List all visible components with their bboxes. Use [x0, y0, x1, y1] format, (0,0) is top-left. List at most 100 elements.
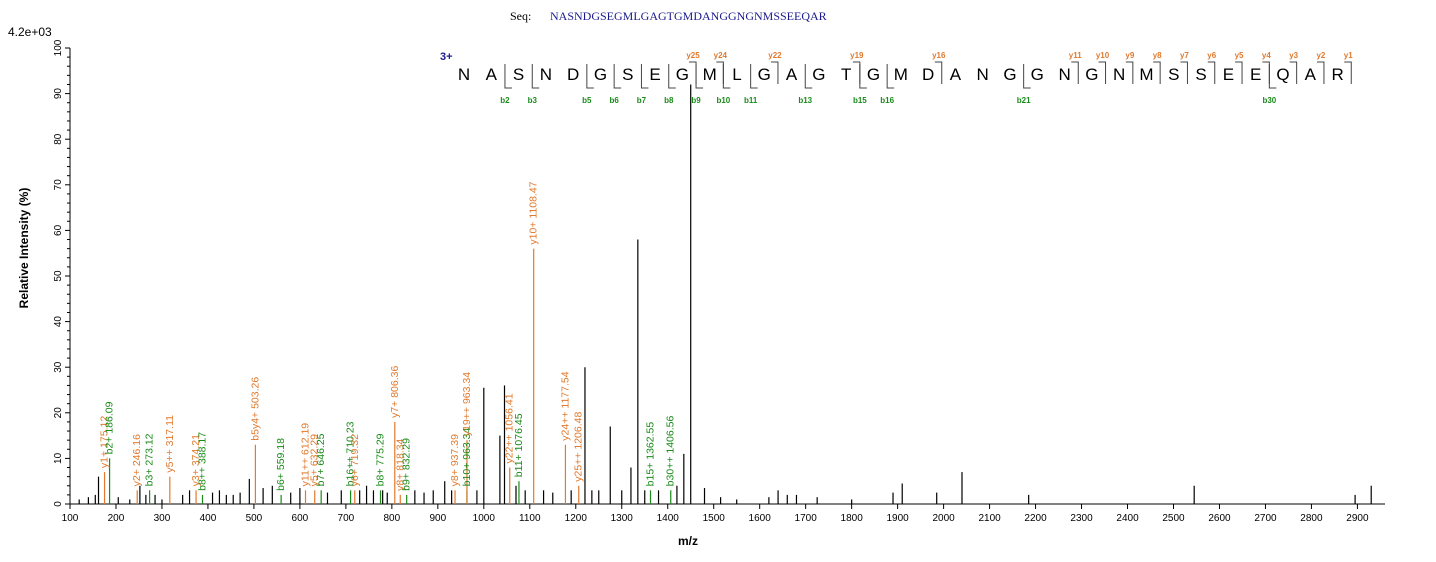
- y-tick-label: 50: [53, 270, 64, 282]
- y-ion-bracket: [1098, 61, 1107, 84]
- peak-label: b8+ 775.29: [374, 433, 386, 486]
- peak-label: b16++ 710.23: [345, 421, 357, 486]
- y-tick-label: 60: [53, 224, 64, 236]
- axes: 100 200 300 400 500 600 700 800 900 1000 1100 1200 1…: [53, 39, 1385, 524]
- b-ion-label: b7: [637, 96, 647, 105]
- peak-label: y7+ 806.36: [389, 366, 401, 418]
- residue: N: [977, 65, 989, 84]
- peak-label: b2+ 186.09: [104, 401, 116, 454]
- x-tick-label: 1500: [703, 513, 726, 524]
- residue: N: [458, 65, 470, 84]
- peak-label: y8+ 818.34: [394, 438, 406, 490]
- b-ion-bracket: [531, 64, 540, 89]
- y-ion-bracket: [689, 61, 697, 84]
- peak-label: y25++ 1206.48: [573, 412, 585, 482]
- y-ion-label: y2: [1316, 51, 1325, 60]
- y-ion-bracket: [934, 61, 943, 84]
- y-tick-label: 70: [53, 179, 64, 191]
- x-tick-label: 2300: [1070, 513, 1093, 524]
- residue: A: [786, 65, 798, 84]
- residue: T: [841, 65, 851, 84]
- b-ion-label: b10: [716, 96, 730, 105]
- y-ion-bracket: [770, 61, 779, 84]
- residue: D: [922, 65, 934, 84]
- b-ion-bracket: [695, 64, 704, 89]
- y-ion-label: y16: [932, 51, 946, 60]
- residue: S: [1195, 65, 1206, 84]
- y-tick-label: 30: [53, 361, 64, 373]
- b-ion-bracket: [804, 64, 813, 89]
- y-tick-label: 20: [53, 407, 64, 419]
- x-tick-label: 400: [200, 513, 217, 524]
- y-ion-label: y19: [850, 51, 864, 60]
- x-tick-label: 1400: [657, 513, 680, 524]
- b-ion-label: b5: [582, 96, 592, 105]
- y-axis-title: Relative Intensity (%): [17, 188, 31, 309]
- residue: M: [1139, 65, 1153, 84]
- y-ion-label: y3: [1289, 51, 1298, 60]
- b-ion-label: b2: [500, 96, 510, 105]
- residue: S: [622, 65, 633, 84]
- residue: G: [1085, 65, 1098, 84]
- sequence-value: NASNDGSEGMLGAGTGMDANGGNGNMSSEEQAR: [550, 9, 827, 23]
- b-ion-bracket: [722, 64, 731, 89]
- x-tick-label: 1300: [611, 513, 634, 524]
- y-ion-label: y8: [1153, 51, 1162, 60]
- x-tick-label: 2400: [1116, 513, 1139, 524]
- x-tick-label: 2000: [932, 513, 955, 524]
- y-ion-bracket: [852, 61, 861, 84]
- y-ion-bracket: [1316, 61, 1325, 84]
- residue: N: [1058, 65, 1070, 84]
- b-ion-label: b8: [664, 96, 674, 105]
- y-ion-label: y10: [1096, 51, 1110, 60]
- peak-label: y22++ 1056.41: [504, 393, 516, 463]
- x-tick-label: 2900: [1346, 513, 1369, 524]
- x-tick-label: 1800: [841, 513, 864, 524]
- y-tick-label: 80: [53, 133, 64, 145]
- peak-label: b7+ 646.25: [315, 433, 327, 486]
- x-tick-label: 200: [108, 513, 125, 524]
- b-ion-bracket: [859, 64, 867, 89]
- y-tick-label: 10: [53, 452, 64, 464]
- y-ion-bracket: [1207, 61, 1216, 84]
- y-ion-label: y25: [686, 51, 700, 60]
- x-tick-label: 1700: [795, 513, 818, 524]
- b-ion-bracket: [668, 64, 676, 89]
- residue: E: [649, 65, 660, 84]
- peak-label: y8+ 937.39: [449, 434, 461, 486]
- residue: M: [703, 65, 717, 84]
- b-ion-bracket: [586, 64, 594, 89]
- x-tick-label: 100: [62, 513, 79, 524]
- residue: G: [676, 65, 689, 84]
- residue: E: [1250, 65, 1261, 84]
- peak-label: b15+ 1362.55: [645, 422, 657, 487]
- residue: S: [513, 65, 524, 84]
- y-ion-bracket: [1071, 61, 1079, 84]
- x-tick-label: 2600: [1208, 513, 1231, 524]
- residue: R: [1331, 65, 1343, 84]
- peak-label: b10+ 963.34: [461, 427, 473, 486]
- b-ion-label: b15: [853, 96, 867, 105]
- x-tick-label: 2500: [1162, 513, 1185, 524]
- x-tick-label: 1100: [519, 513, 541, 524]
- b-ion-label: b11: [744, 96, 758, 105]
- b-ion-bracket: [1023, 64, 1031, 89]
- peak-label: b5y4+ 503.26: [249, 377, 261, 441]
- x-tick-label: 300: [154, 513, 171, 524]
- y-tick-label: 90: [53, 88, 64, 100]
- residue: G: [758, 65, 771, 84]
- x-tick-label: 1000: [473, 513, 496, 524]
- b-ion-label: b30: [1262, 96, 1276, 105]
- residue: A: [950, 65, 962, 84]
- y-ion-label: y22: [768, 51, 782, 60]
- y-ion-label: y9: [1125, 51, 1134, 60]
- x-tick-label: 2800: [1300, 513, 1323, 524]
- b-ion-bracket: [886, 64, 895, 89]
- sequence-label: Seq:: [510, 9, 531, 23]
- y-ion-label: y1: [1344, 51, 1353, 60]
- y-ion-label: y7: [1180, 51, 1189, 60]
- residue: E: [1223, 65, 1234, 84]
- x-tick-label: 500: [246, 513, 263, 524]
